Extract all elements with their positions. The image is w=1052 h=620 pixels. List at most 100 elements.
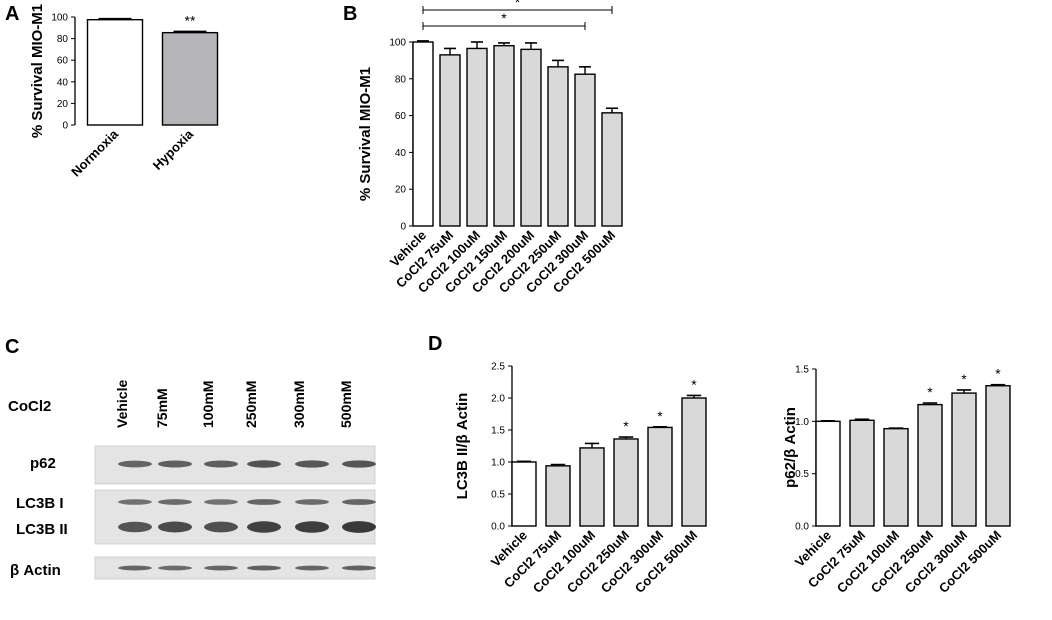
- y-tick-label: 100: [389, 38, 406, 49]
- blot-band: [118, 521, 152, 533]
- blot-strips: [94, 445, 376, 580]
- panel-label-b: B: [343, 3, 357, 25]
- y-tick-label: 2.5: [491, 362, 505, 373]
- row-label-lc3b-i: LC3B I: [16, 495, 64, 512]
- y-tick-label: 1.5: [795, 365, 809, 376]
- y-tick-label: 40: [57, 77, 69, 88]
- row-label-lc3b-ii: LC3B II: [16, 521, 68, 538]
- significance-marker: **: [185, 12, 196, 28]
- blot-band: [295, 565, 329, 571]
- significance-marker: *: [623, 418, 629, 434]
- bar: [647, 426, 673, 527]
- y-tick-label: 0.5: [491, 490, 505, 501]
- lane-label: 500mM: [338, 381, 354, 428]
- lane-label: 300mM: [291, 381, 307, 428]
- blot-band: [118, 565, 152, 571]
- y-tick-label: 0.5: [795, 469, 809, 480]
- category-label: Hypoxia: [150, 126, 197, 173]
- y-tick-label: 100: [51, 13, 68, 24]
- bar: [466, 47, 488, 227]
- significance-marker: *: [927, 384, 933, 400]
- blot-band: [204, 499, 238, 505]
- blot-band: [158, 521, 192, 533]
- significance-marker: *: [961, 371, 967, 387]
- y-tick-label: 1.0: [491, 458, 505, 469]
- bar: [545, 465, 571, 527]
- y-tick-label: 0.0: [795, 522, 809, 533]
- y-tick-label: 60: [395, 111, 407, 122]
- blot-band: [204, 565, 238, 571]
- bar: [883, 427, 909, 527]
- y-axis-label: p62/β Actin: [782, 407, 799, 488]
- blot-band: [295, 499, 329, 505]
- y-tick-label: 20: [395, 185, 407, 196]
- bar: [520, 48, 542, 227]
- bar: [579, 447, 605, 527]
- blot-band: [342, 565, 376, 571]
- bracket-label: *: [515, 0, 521, 10]
- bar: [917, 403, 943, 527]
- bar: [681, 397, 707, 527]
- bar: [613, 438, 639, 527]
- western-blot: CoCl2 Vehicle 75mM 100mM 250mM 300mM 500mM p6…: [8, 380, 376, 580]
- category-label: Normoxia: [68, 126, 122, 180]
- lane-label: 75mM: [154, 388, 170, 428]
- bar: [574, 73, 596, 227]
- bar: [412, 41, 434, 227]
- blot-band: [247, 460, 281, 468]
- y-axis-label: % Survival MIO-M1: [29, 4, 46, 138]
- significance-marker: *: [995, 366, 1001, 382]
- y-tick-label: 40: [395, 148, 407, 159]
- treatment-label: CoCl2: [8, 398, 51, 415]
- y-tick-label: 0.0: [491, 522, 505, 533]
- blot-band: [118, 499, 152, 505]
- y-tick-label: 2.0: [491, 394, 505, 405]
- y-tick-label: 0: [62, 121, 68, 132]
- blot-band: [118, 460, 152, 468]
- y-tick-label: 1.5: [491, 426, 505, 437]
- row-label-p62: p62: [30, 455, 56, 472]
- bar: [161, 31, 219, 126]
- bar: [815, 420, 841, 527]
- panel-label-d: D: [428, 333, 442, 355]
- y-axis-label: % Survival MIO-M1: [357, 67, 374, 201]
- blot-band: [204, 521, 238, 533]
- blot-band: [158, 499, 192, 505]
- blot-band: [342, 460, 376, 468]
- panel-label-c: C: [5, 336, 19, 358]
- panel-label-a: A: [5, 3, 19, 25]
- blot-band: [342, 499, 376, 505]
- blot-band: [247, 521, 281, 533]
- blot-band: [295, 521, 329, 533]
- chart-panel-a: 0 20 40 60 80 100 % Survival MIO-M1 Normoxia ** H…: [29, 4, 219, 180]
- bar: [439, 54, 461, 227]
- blot-band: [247, 499, 281, 505]
- blot-band: [342, 521, 376, 533]
- blot-band: [204, 460, 238, 468]
- lane-label: 250mM: [243, 381, 259, 428]
- significance-marker: *: [691, 376, 697, 392]
- bracket-label: *: [501, 10, 507, 26]
- y-axis-label: LC3B II/β Actin: [454, 393, 471, 500]
- bar: [849, 419, 875, 527]
- bar: [511, 461, 537, 527]
- blot-strip: [94, 489, 376, 545]
- bar: [493, 44, 515, 227]
- blot-band: [247, 565, 281, 571]
- lane-labels: Vehicle 75mM 100mM 250mM 300mM 500mM: [114, 380, 354, 428]
- bar: [86, 19, 144, 126]
- blot-band: [158, 460, 192, 468]
- lane-label: 100mM: [200, 381, 216, 428]
- blot-band: [295, 460, 329, 468]
- y-tick-label: 1.0: [795, 417, 809, 428]
- bar: [547, 66, 569, 227]
- y-tick-label: 0: [400, 222, 406, 233]
- row-label-beta-actin: β Actin: [10, 562, 61, 579]
- bar: [985, 385, 1011, 527]
- bar: [951, 392, 977, 527]
- y-tick-label: 80: [57, 34, 69, 45]
